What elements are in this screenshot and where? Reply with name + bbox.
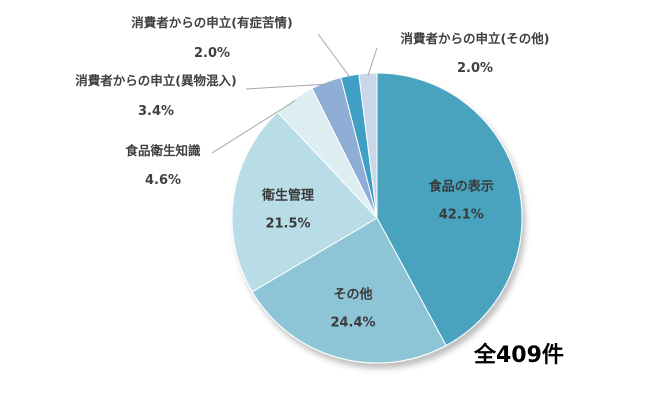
pie-slice: [358, 72, 378, 219]
slice-name-label: 食品衛生知識: [124, 143, 201, 158]
slice-percent-label: 3.4%: [138, 104, 174, 119]
slice-percent-label: 24.4%: [330, 316, 375, 331]
slice-percent-label: 21.5%: [265, 216, 310, 231]
leader-lines: [211, 33, 378, 154]
slice-name-label: 食品の表示: [429, 179, 494, 195]
slice-percent-label: 2.0%: [194, 46, 230, 61]
leader-line: [317, 33, 351, 78]
slice-name-label: 消費者からの申立(有症苦情): [131, 15, 292, 30]
leader-line: [245, 83, 327, 90]
slice-name-label: その他: [333, 287, 372, 303]
slice-name-label: 消費者からの申立(異物混入): [75, 73, 236, 88]
total-count-label: 全409件: [473, 342, 564, 368]
slice-percent-label: 42.1%: [439, 208, 484, 223]
slice-name-label: 消費者からの申立(その他): [401, 31, 550, 46]
leader-line: [211, 100, 296, 154]
leader-line: [367, 47, 378, 76]
slice-percent-label: 2.0%: [457, 61, 493, 76]
slice-percent-label: 4.6%: [145, 173, 181, 188]
pie-slice: [231, 111, 378, 293]
pie-slice: [251, 217, 447, 364]
pie-labels: 食品の表示 42.1% その他 24.4% 衛生管理 21.5% 食品衛生知識 4.6% 消費者…: [75, 15, 549, 331]
pie-slices: [231, 72, 523, 364]
pie-slice: [376, 72, 523, 347]
slice-name-label: 衛生管理: [261, 187, 314, 203]
